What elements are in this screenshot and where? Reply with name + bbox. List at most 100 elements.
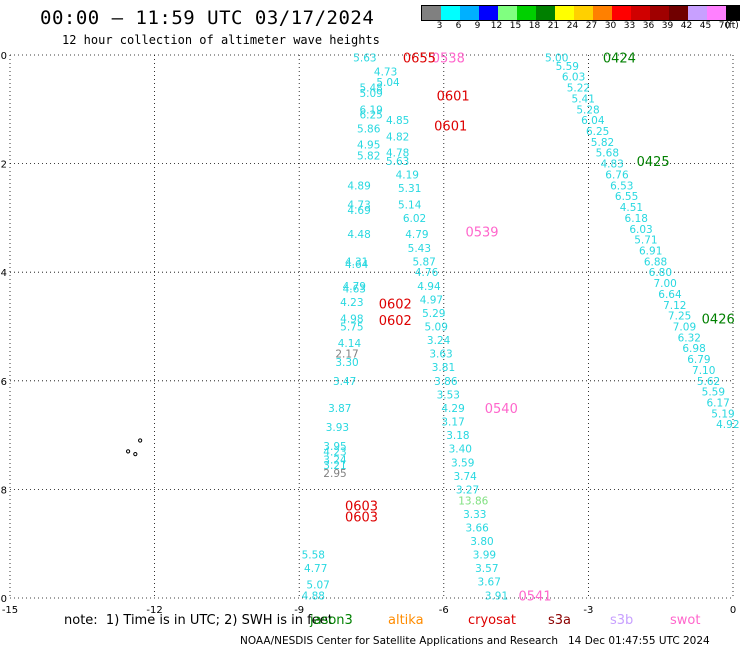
footer-credit: NOAA/NESDIS Center for Satellite Applica…	[240, 635, 558, 647]
pass-time-label: 0539	[465, 225, 498, 240]
wave-height-label: 7.25	[668, 311, 691, 323]
wave-height-label: 4.63	[343, 283, 366, 295]
wave-height-label: 3.27	[456, 484, 479, 496]
wave-height-label: 2.17	[335, 349, 358, 361]
legend-item-altika: altika	[388, 613, 424, 628]
colorbar-label: 9	[474, 21, 481, 31]
island-mark	[133, 452, 138, 457]
wave-height-label: 4.78	[386, 148, 409, 160]
page-subtitle: 12 hour collection of altimeter wave hei…	[62, 33, 380, 47]
wave-height-label: 6.79	[687, 354, 710, 366]
x-tick-label: -9	[294, 605, 304, 616]
wave-height-label: 6.25	[359, 110, 382, 122]
colorbar-label: 21	[547, 21, 560, 31]
wave-height-label: 5.41	[572, 93, 595, 105]
colorbar-swatch	[517, 6, 536, 20]
wave-height-label: 5.63	[353, 53, 376, 65]
colorbar-swatch	[612, 6, 631, 20]
wave-height-label: 4.31	[345, 256, 368, 268]
wave-height-label: 5.75	[340, 322, 363, 334]
wave-height-label: 3.74	[453, 471, 477, 483]
wave-height-label: 3.53	[437, 389, 460, 401]
y-tick-label: -36	[0, 377, 7, 388]
colorbar-label: 39	[661, 21, 674, 31]
colorbar-swatch	[593, 6, 612, 20]
wave-height-label: 6.80	[649, 267, 672, 279]
wave-height-label: 4.23	[323, 446, 346, 458]
wave-height-label: 5.82	[591, 137, 614, 149]
wave-height-label: 5.71	[634, 235, 657, 247]
wave-height-label: 4.88	[302, 590, 325, 602]
wave-height-label: 4.79	[343, 281, 366, 293]
wave-height-label: 6.91	[639, 245, 662, 257]
island-mark	[138, 438, 143, 443]
colorbar-swatch	[422, 6, 441, 20]
wave-height-label: 5.58	[302, 550, 325, 562]
colorbar-label: 24	[566, 21, 579, 31]
legend-item-swot: swot	[670, 613, 701, 628]
wave-height-label: 4.14	[338, 338, 362, 350]
wave-height-label: 13.86	[458, 495, 488, 507]
wave-height-label: 4.69	[347, 205, 370, 217]
wave-height-label: 4.89	[347, 180, 370, 192]
pass-time-label: 0425	[637, 155, 670, 170]
colorbar-swatch	[669, 6, 688, 20]
wave-height-label: 3.17	[441, 417, 464, 429]
colorbar-labels: 3 6 9 12 15 18 21 24 27 30 33 36 39 42 45 70 (ft)	[421, 21, 739, 33]
wave-height-label: 5.43	[408, 243, 431, 255]
wave-height-label: 3.95	[323, 441, 346, 453]
wave-height-label: 5.00	[545, 53, 568, 65]
wave-height-label: 3.80	[470, 536, 493, 548]
colorbar	[421, 5, 740, 21]
y-tick-label: -38	[0, 485, 7, 496]
wave-height-label: 7.10	[692, 365, 715, 377]
wave-height-label: 6.03	[562, 72, 585, 84]
colorbar-label: 30	[604, 21, 617, 31]
pass-time-label: 0540	[485, 402, 518, 417]
wave-height-label: 5.82	[357, 150, 380, 162]
pass-time-label: 0603	[345, 511, 378, 526]
wave-height-label: 3.81	[432, 362, 455, 374]
wave-height-label: 4.94	[417, 281, 441, 293]
wave-height-label: 5.19	[711, 408, 734, 420]
y-tick-label: -40	[0, 594, 7, 605]
colorbar-swatch	[688, 6, 707, 20]
colorbar-label: 6	[455, 21, 462, 31]
wave-height-label: 4.23	[340, 297, 363, 309]
y-tick-label: -30	[0, 51, 7, 62]
wave-height-label: 6.32	[678, 332, 701, 344]
wave-height-label: 5.07	[306, 579, 329, 591]
wave-height-label: 2.95	[323, 468, 346, 480]
wave-height-label: 4.79	[405, 229, 428, 241]
wave-height-label: 6.19	[359, 104, 382, 116]
wave-height-label: 4.73	[374, 66, 397, 78]
colorbar-swatch	[707, 6, 726, 20]
colorbar-label: 15	[509, 21, 522, 31]
wave-height-label: 7.09	[673, 322, 696, 334]
wave-height-label: 6.03	[629, 224, 652, 236]
wave-height-label: 3.63	[429, 349, 452, 361]
x-tick-label: 0	[730, 605, 736, 616]
wave-height-label: 6.25	[586, 126, 609, 138]
wave-height-label: 7.12	[663, 300, 686, 312]
wave-height-label: 5.14	[398, 199, 422, 211]
wave-height-label: 5.86	[357, 123, 381, 135]
colorbar-label: 3	[436, 21, 443, 31]
wave-height-label: 6.02	[403, 213, 426, 225]
wave-height-label: 6.04	[581, 115, 605, 127]
y-tick-label: -34	[0, 268, 7, 279]
colorbar-swatch	[631, 6, 650, 20]
wave-height-label: 3.86	[434, 376, 458, 388]
colorbar-label: 42	[680, 21, 693, 31]
wave-height-label: 3.59	[451, 457, 474, 469]
colorbar-swatch	[536, 6, 555, 20]
pass-time-label: 0601	[437, 90, 470, 105]
pass-time-label: 0602	[379, 314, 412, 329]
legend-item-s3b: s3b	[610, 613, 634, 628]
wave-height-label: 6.17	[706, 398, 729, 410]
legend-item-cryosat: cryosat	[468, 613, 516, 628]
wave-height-label: 7.00	[653, 278, 676, 290]
wave-height-label: 3.93	[326, 422, 349, 434]
colorbar-label: 70	[718, 21, 731, 31]
